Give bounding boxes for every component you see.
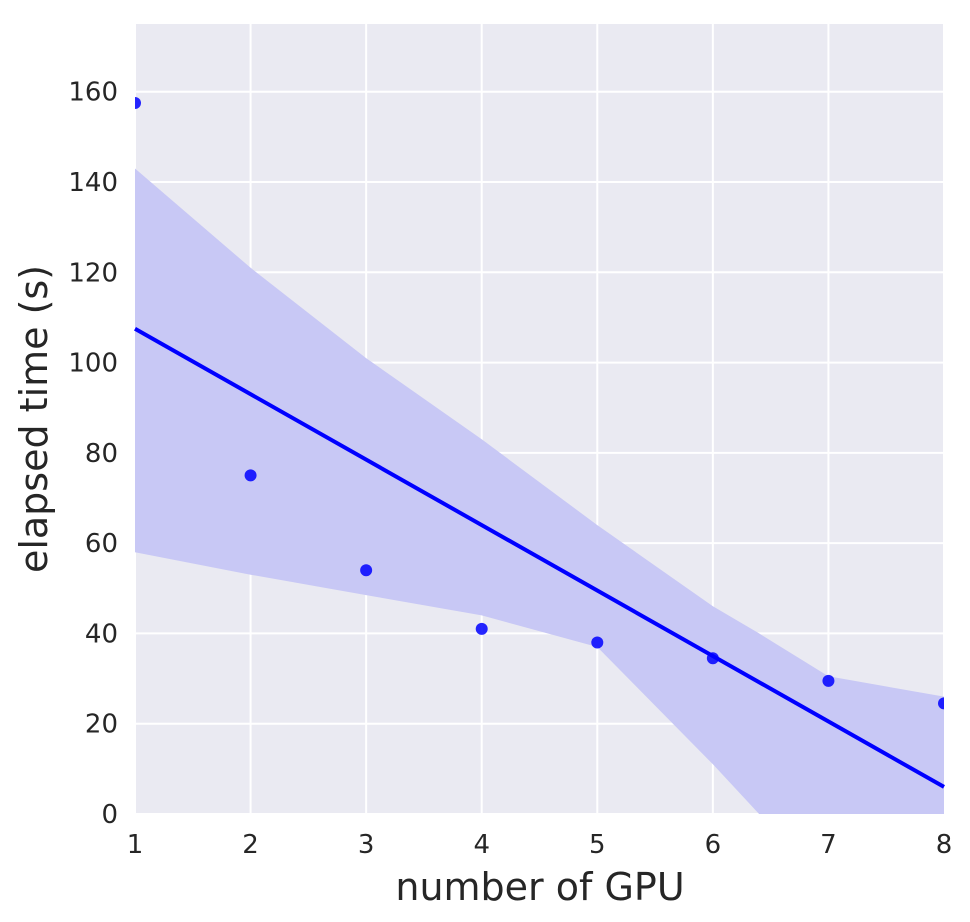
- y-tick-label: 80: [85, 439, 118, 469]
- x-tick-label: 1: [127, 830, 144, 860]
- y-tick-label: 20: [85, 710, 118, 740]
- y-tick-label: 160: [68, 78, 118, 108]
- confidence-band: [135, 168, 944, 814]
- data-point: [135, 97, 141, 109]
- y-axis-label: elapsed time (s): [12, 265, 56, 573]
- x-tick-label: 7: [820, 830, 837, 860]
- y-tick-label: 40: [85, 619, 118, 649]
- x-tick-label: 8: [936, 830, 953, 860]
- x-tick-label: 6: [705, 830, 722, 860]
- data-point: [822, 674, 835, 687]
- x-tick-label: 5: [589, 830, 606, 860]
- x-tick-label: 2: [242, 830, 259, 860]
- data-point: [360, 564, 373, 577]
- regression-line: [134, 326, 945, 789]
- data-point: [706, 652, 719, 665]
- x-axis-label: number of GPU: [395, 865, 684, 909]
- y-tick-label: 140: [68, 168, 118, 198]
- data-point: [475, 622, 488, 635]
- y-tick-label: 100: [68, 349, 118, 379]
- y-tick-label: 120: [68, 258, 118, 288]
- data-point: [591, 636, 604, 649]
- data-point: [244, 469, 257, 482]
- x-tick-labels: 1 2 3 4 5 6 7 8: [127, 830, 953, 860]
- y-tick-label: 60: [85, 529, 118, 559]
- y-tick-labels: 0 20 40 60 80 100 120 140 160: [68, 78, 118, 830]
- x-tick-label: 3: [358, 830, 375, 860]
- data-point: [938, 697, 944, 710]
- x-tick-label: 4: [473, 830, 490, 860]
- data-points: [135, 97, 944, 710]
- y-tick-label: 0: [101, 800, 118, 830]
